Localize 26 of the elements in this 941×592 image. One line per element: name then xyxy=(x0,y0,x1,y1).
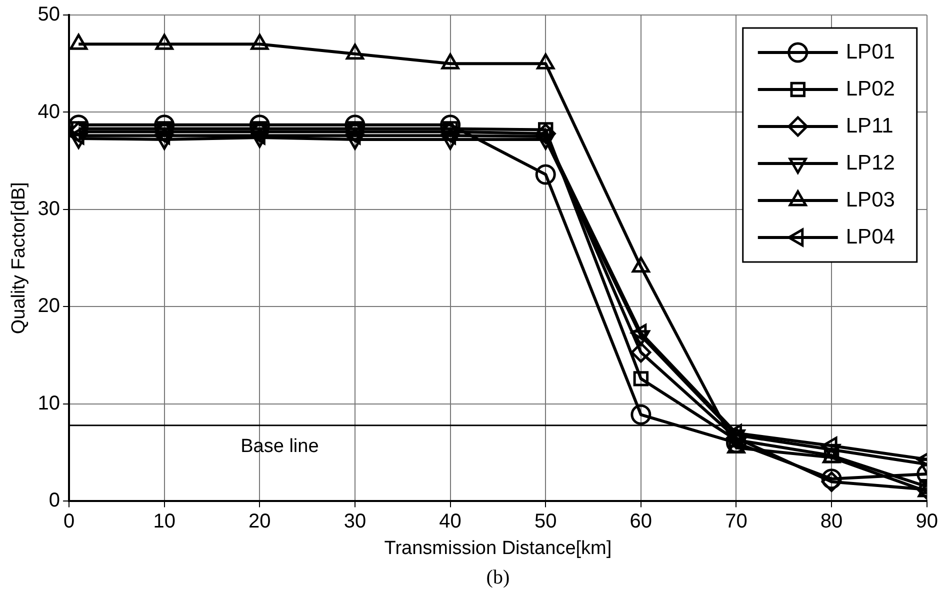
y-tick-label: 0 xyxy=(48,490,60,512)
x-tick-label: 60 xyxy=(630,510,652,533)
ref-line-label: Base line xyxy=(240,436,319,458)
y-tick-label: 40 xyxy=(38,100,60,123)
legend-label: LP11 xyxy=(846,114,894,138)
y-tick-label: 50 xyxy=(38,4,60,26)
legend-label: LP01 xyxy=(846,40,895,64)
y-tick-label: 30 xyxy=(38,198,60,220)
y-tick-label: 10 xyxy=(38,392,60,414)
y-axis-title: Quality Factor[dB] xyxy=(8,182,30,334)
text: (b) xyxy=(486,566,510,588)
legend-label: LP12 xyxy=(846,151,895,174)
x-tick-label: 0 xyxy=(63,510,75,533)
x-tick-label: 80 xyxy=(820,510,843,533)
legend-label: LP02 xyxy=(846,77,895,100)
legend-label: LP03 xyxy=(846,188,895,212)
y-tick-label: 20 xyxy=(38,295,60,318)
x-tick-label: 30 xyxy=(344,510,366,533)
x-tick-label: 50 xyxy=(534,510,557,533)
x-tick-label: 70 xyxy=(725,510,748,533)
legend-label: LP04 xyxy=(846,225,896,248)
x-tick-label: 90 xyxy=(916,510,938,533)
x-tick-label: 40 xyxy=(439,510,462,533)
x-tick-label: 10 xyxy=(153,510,176,533)
x-axis-title: Transmission Distance[km] xyxy=(384,538,612,559)
x-tick-label: 20 xyxy=(248,510,271,533)
